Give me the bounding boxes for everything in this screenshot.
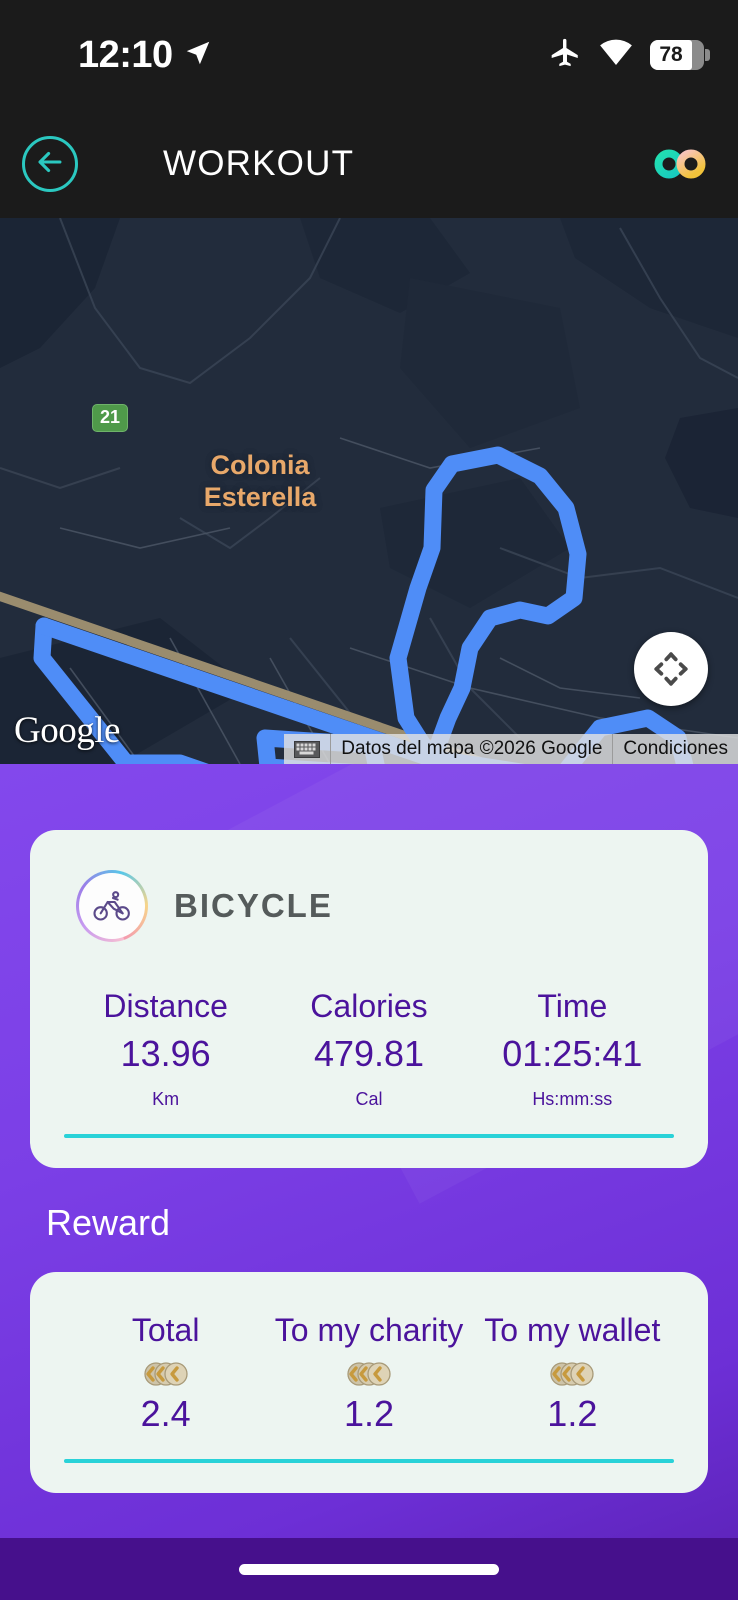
recenter-expand-icon bbox=[654, 652, 688, 686]
summary-panel: BICYCLE Distance 13.96 Km Calories 479.8… bbox=[0, 764, 738, 1600]
status-bar-left: 12:10 bbox=[78, 34, 213, 77]
stat-value: 01:25:41 bbox=[502, 1033, 643, 1074]
bicycle-icon bbox=[93, 891, 130, 921]
google-logo: Google bbox=[14, 710, 120, 751]
stats-grid: Distance 13.96 Km Calories 479.81 Cal Ti… bbox=[64, 988, 674, 1110]
stat-value: 13.96 bbox=[120, 1033, 211, 1074]
stat-label: Time bbox=[537, 988, 608, 1024]
map-canvas bbox=[0, 218, 738, 764]
back-button[interactable] bbox=[22, 136, 78, 192]
card-divider bbox=[64, 1134, 674, 1138]
stat-calories: Calories 479.81 Cal bbox=[267, 988, 470, 1110]
activity-header: BICYCLE bbox=[64, 870, 674, 942]
battery-indicator: 78 bbox=[650, 40, 710, 70]
recenter-map-button[interactable] bbox=[634, 632, 708, 706]
map-attribution-bar: Datos del mapa ©2026 Google Condiciones bbox=[284, 734, 738, 764]
home-indicator-bar[interactable] bbox=[239, 1563, 499, 1575]
stat-unit: Km bbox=[152, 1089, 180, 1109]
stat-label: Distance bbox=[103, 988, 228, 1024]
stat-unit: Cal bbox=[355, 1089, 383, 1109]
reward-heading: Reward bbox=[46, 1202, 171, 1243]
coins-icon bbox=[64, 1359, 267, 1389]
reward-value: 1.2 bbox=[343, 1393, 395, 1434]
card-divider bbox=[64, 1459, 674, 1463]
page-title: WORKOUT bbox=[163, 144, 355, 183]
back-arrow-icon bbox=[33, 145, 67, 184]
reward-card: Total 2.4 bbox=[30, 1272, 708, 1493]
infinity-logo-icon[interactable] bbox=[654, 147, 708, 181]
keyboard-shortcuts-button[interactable] bbox=[284, 734, 330, 764]
activity-icon-ring bbox=[76, 870, 148, 942]
status-bar: 12:10 78 bbox=[0, 0, 738, 110]
stat-unit: Hs:mm:ss bbox=[532, 1089, 613, 1109]
reward-value: 2.4 bbox=[140, 1393, 191, 1434]
reward-label: To my wallet bbox=[484, 1312, 661, 1348]
status-bar-right: 78 bbox=[548, 36, 710, 75]
map-data-attribution: Datos del mapa ©2026 Google bbox=[330, 734, 612, 764]
airplane-mode-icon bbox=[548, 36, 582, 75]
home-indicator-area bbox=[0, 1538, 738, 1600]
map-terms-link[interactable]: Condiciones bbox=[612, 734, 738, 764]
stat-label: Calories bbox=[310, 988, 428, 1024]
stat-time: Time 01:25:41 Hs:mm:ss bbox=[471, 988, 674, 1110]
battery-percent-label: 78 bbox=[659, 43, 683, 66]
reward-to-wallet: To my wallet 1.2 bbox=[471, 1312, 674, 1435]
location-arrow-icon bbox=[183, 38, 213, 73]
status-bar-clock: 12:10 bbox=[78, 33, 173, 76]
stat-distance: Distance 13.96 Km bbox=[64, 988, 267, 1110]
route-map[interactable]: 21 Colonia Esterella Ruta 21-Treinta y T… bbox=[0, 218, 738, 764]
reward-to-charity: To my charity 1.2 bbox=[267, 1312, 470, 1435]
stat-value: 479.81 bbox=[313, 1033, 425, 1074]
coins-icon bbox=[471, 1359, 674, 1389]
reward-grid: Total 2.4 bbox=[64, 1312, 674, 1435]
activity-name: BICYCLE bbox=[174, 887, 333, 924]
coins-icon bbox=[267, 1359, 470, 1389]
workout-summary-card: BICYCLE Distance 13.96 Km Calories 479.8… bbox=[30, 830, 708, 1168]
battery-fill bbox=[650, 40, 692, 70]
keyboard-icon bbox=[294, 740, 321, 758]
reward-value: 1.2 bbox=[547, 1393, 598, 1434]
reward-label: Total bbox=[131, 1312, 200, 1348]
app-bar: WORKOUT bbox=[0, 110, 738, 218]
battery-cap bbox=[705, 49, 710, 61]
highway-shield: 21 bbox=[92, 404, 129, 432]
reward-label: To my charity bbox=[274, 1312, 464, 1348]
reward-total: Total 2.4 bbox=[64, 1312, 267, 1435]
wifi-icon bbox=[599, 36, 633, 75]
